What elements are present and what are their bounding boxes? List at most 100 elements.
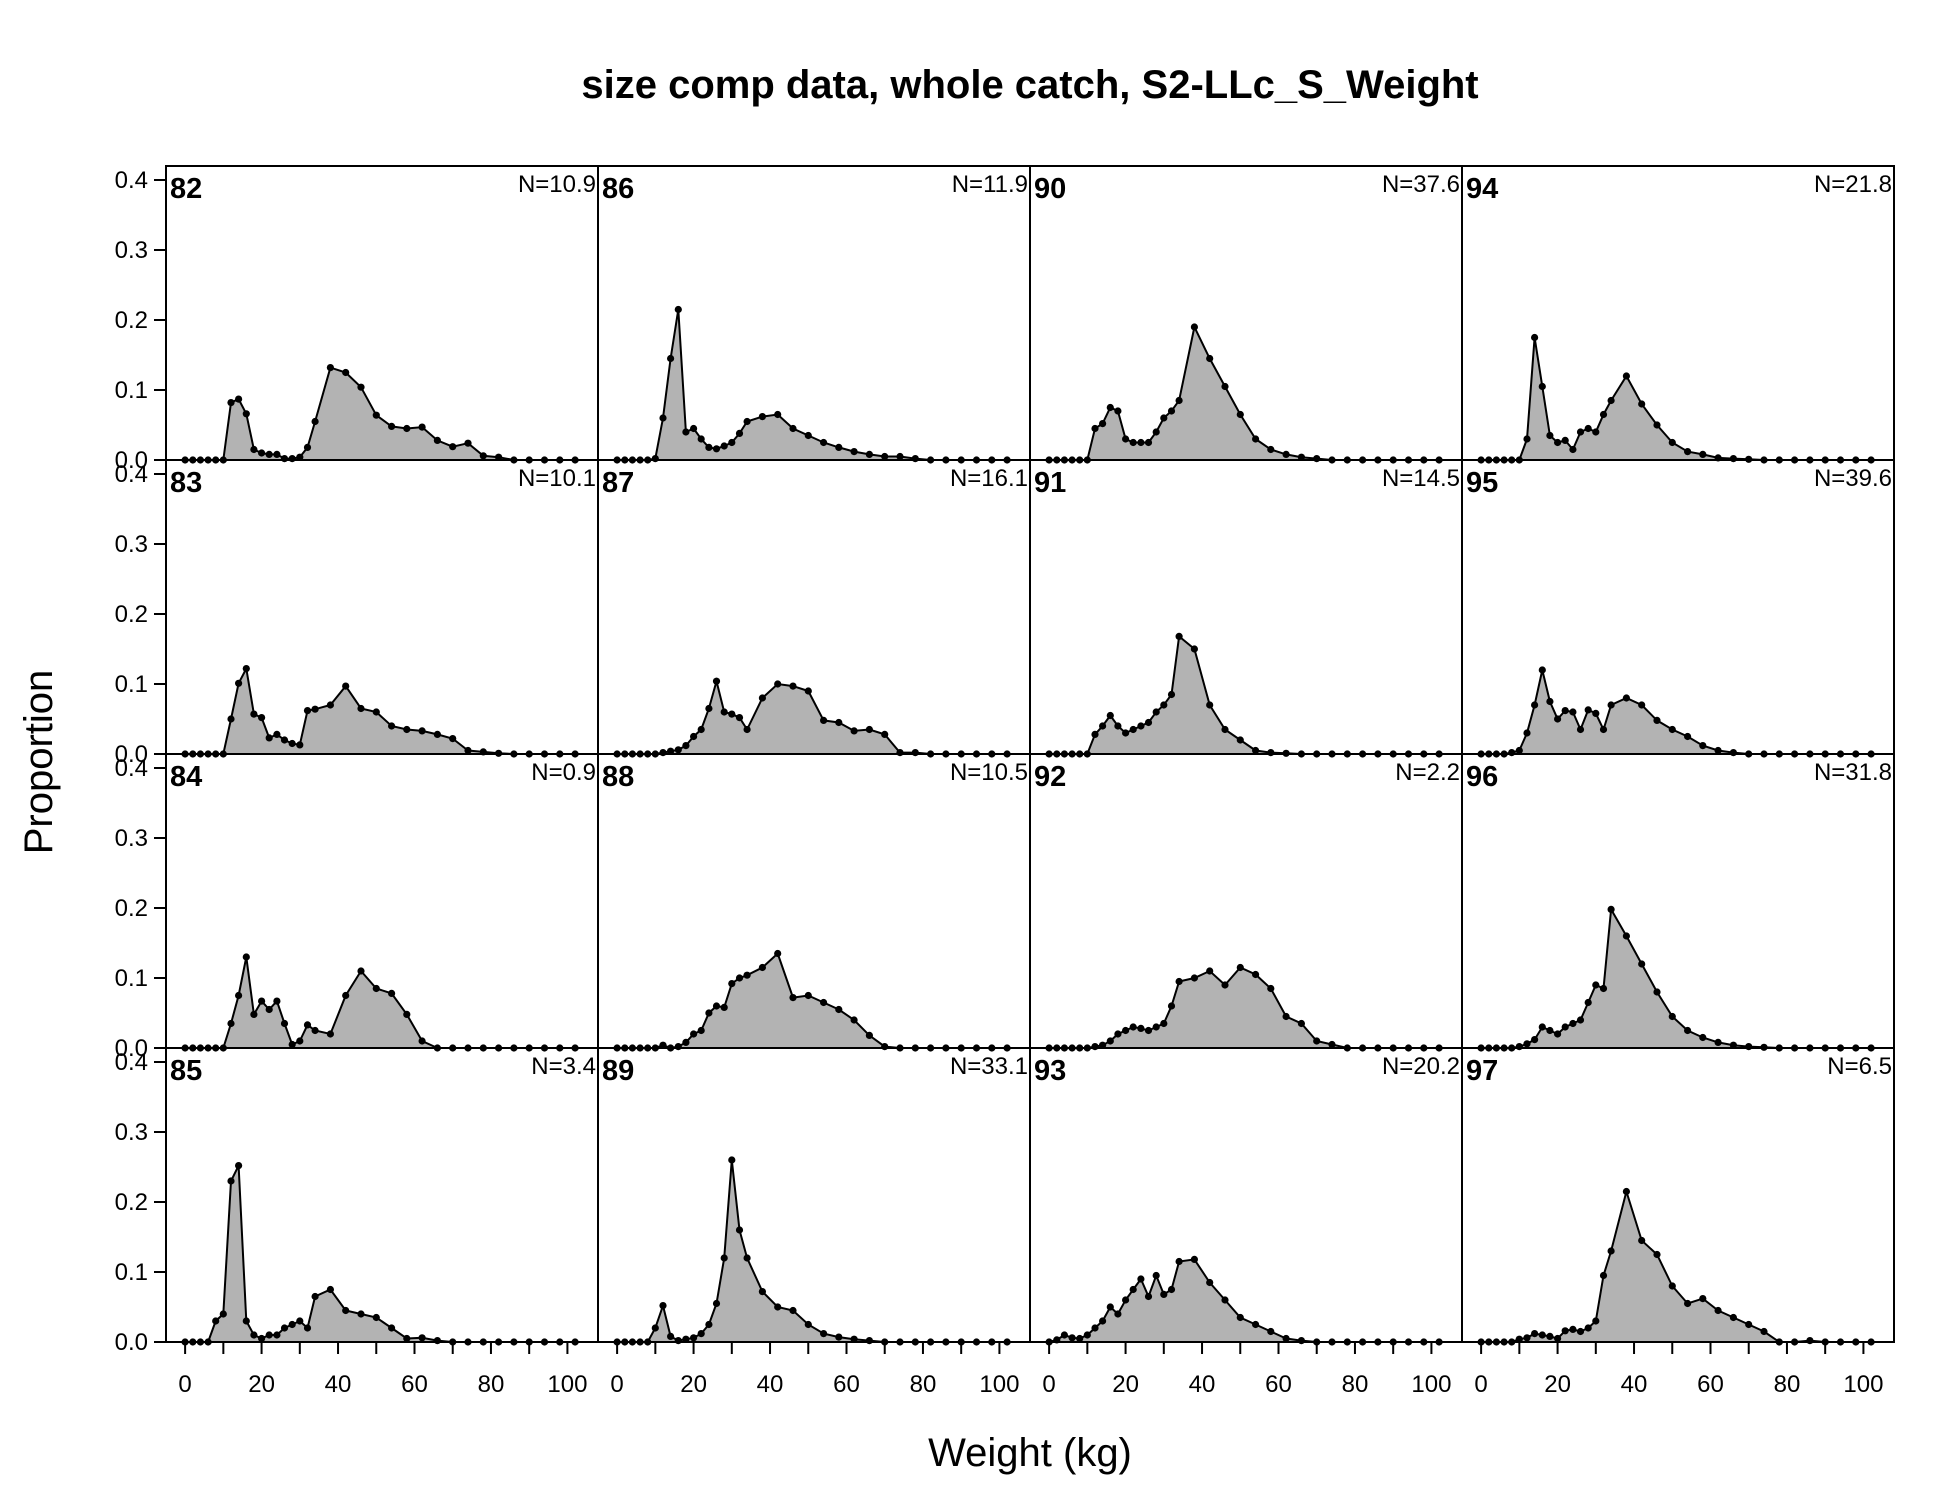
data-point: [1538, 666, 1546, 674]
area-fill: [617, 1160, 1008, 1342]
data-point: [1160, 1019, 1168, 1028]
y-tick-label: 0.0: [115, 1329, 148, 1356]
data-point: [273, 1331, 281, 1339]
y-tick-label: 0.2: [115, 307, 148, 334]
data-point: [296, 1317, 304, 1325]
data-point: [1729, 1313, 1737, 1322]
panel-n-label: N=31.8: [1814, 759, 1892, 786]
data-point: [789, 424, 797, 433]
data-point: [820, 1330, 828, 1338]
data-point: [1576, 725, 1585, 734]
panel-year-label: 86: [602, 173, 634, 205]
data-point: [881, 452, 889, 461]
x-tick-label: 60: [833, 1371, 860, 1398]
data-point: [728, 1156, 736, 1164]
data-point: [1137, 438, 1145, 447]
data-point: [1091, 1043, 1099, 1051]
data-point: [388, 722, 396, 730]
data-point: [1129, 438, 1137, 447]
data-point: [1523, 1334, 1531, 1342]
panel-year-label: 83: [170, 467, 202, 499]
data-point: [1114, 722, 1122, 730]
data-point: [1546, 697, 1554, 706]
panel-88: 88 N=10.5: [597, 753, 1031, 1052]
data-point: [1622, 694, 1630, 702]
data-point: [1561, 1023, 1569, 1031]
y-tick-label: 0.0: [115, 741, 148, 768]
data-point: [479, 452, 487, 460]
x-tick-label: 40: [757, 1371, 784, 1398]
data-point: [250, 445, 258, 454]
data-point: [789, 682, 797, 690]
y-tick-label: 0.1: [115, 1259, 148, 1286]
data-point: [804, 687, 812, 695]
data-point: [311, 705, 319, 713]
x-tick-label: 60: [1697, 1371, 1724, 1398]
x-tick-label: 0: [610, 1371, 623, 1398]
panel-year-label: 82: [170, 173, 202, 205]
data-point: [712, 1299, 721, 1308]
data-point: [1252, 1320, 1260, 1329]
data-point: [1638, 400, 1646, 408]
data-point: [1236, 736, 1244, 744]
data-point: [835, 443, 843, 451]
data-point: [789, 994, 797, 1002]
data-point: [835, 718, 843, 727]
data-point: [1729, 749, 1737, 757]
data-point: [1569, 1019, 1577, 1028]
area-fill: [1049, 327, 1440, 460]
x-tick-label: 80: [478, 1371, 505, 1398]
series-line: [617, 1159, 1008, 1343]
data-point: [258, 449, 266, 457]
data-point: [820, 716, 828, 725]
data-point: [1607, 1247, 1615, 1255]
data-point: [326, 1285, 334, 1294]
data-point: [357, 1310, 365, 1318]
x-tick-label: 100: [547, 1371, 587, 1398]
data-point: [690, 1334, 698, 1342]
data-point: [1091, 1324, 1099, 1332]
data-point: [1099, 722, 1107, 730]
data-point: [296, 1037, 304, 1045]
y-tick-label: 0.4: [115, 167, 148, 194]
data-point: [865, 725, 874, 734]
data-point: [1144, 1292, 1153, 1301]
panel-n-label: N=33.1: [950, 1053, 1028, 1080]
data-point: [1152, 1023, 1160, 1031]
data-point: [1638, 960, 1646, 968]
data-point: [1129, 1285, 1137, 1294]
data-point: [227, 1019, 235, 1028]
panel-n-label: N=20.2: [1382, 1053, 1460, 1080]
data-point: [1523, 1040, 1531, 1048]
data-point: [735, 1226, 744, 1234]
data-point: [433, 730, 441, 739]
data-point: [1122, 729, 1130, 737]
data-point: [1714, 1038, 1722, 1046]
panel-year-label: 87: [602, 467, 634, 499]
data-point: [1206, 967, 1214, 975]
data-point: [1236, 963, 1244, 972]
area-fill: [617, 953, 1008, 1048]
data-point: [403, 725, 411, 734]
x-tick-label: 80: [1342, 1371, 1369, 1398]
data-point: [1584, 706, 1592, 714]
data-point: [1653, 1250, 1661, 1259]
data-point: [357, 383, 365, 391]
panel-n-label: N=0.9: [531, 759, 596, 786]
data-point: [326, 364, 334, 372]
data-point: [1714, 1306, 1722, 1315]
panel-year-label: 94: [1466, 173, 1498, 205]
data-point: [758, 1288, 767, 1296]
data-point: [372, 411, 380, 419]
y-tick-label: 0.2: [115, 895, 148, 922]
x-tick-label: 40: [1189, 1371, 1216, 1398]
panel-year-label: 93: [1034, 1055, 1066, 1087]
panel-frame: [1029, 459, 1463, 755]
data-point: [357, 967, 365, 975]
data-point: [1760, 1327, 1768, 1336]
data-point: [1531, 1036, 1539, 1044]
panel-92: 92 N=2.2: [1029, 753, 1463, 1052]
data-point: [1099, 1317, 1107, 1325]
data-point: [288, 739, 296, 748]
data-point: [1531, 1330, 1539, 1338]
